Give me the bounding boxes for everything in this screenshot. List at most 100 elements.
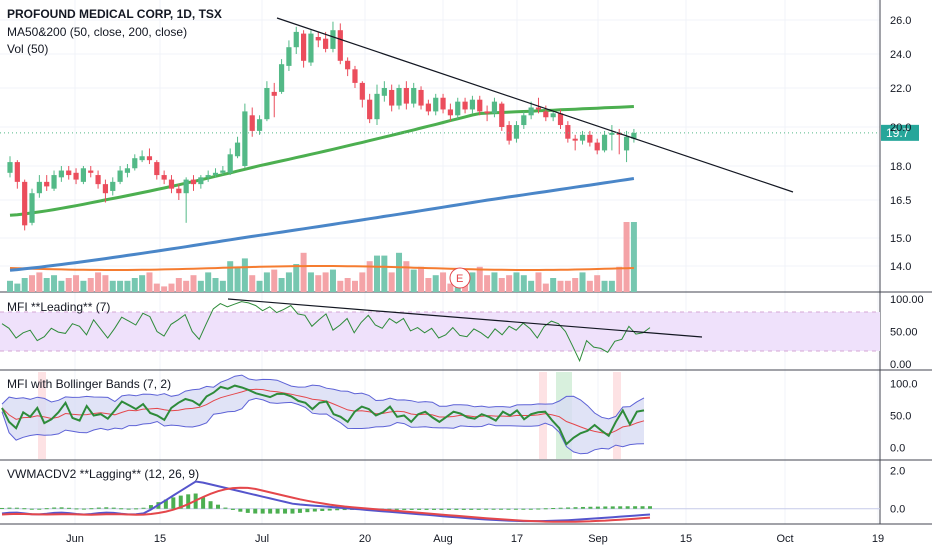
volume-bar-83 <box>616 266 623 292</box>
bb-basis-line <box>1 388 645 435</box>
volume-bar-43 <box>322 272 329 292</box>
bb-lower-line <box>1 397 645 455</box>
price-tick-6: 15.0 <box>890 233 911 245</box>
volume-bar-4 <box>36 272 43 292</box>
macd-hist-bar-43 <box>320 508 325 512</box>
volume-bar-33 <box>249 275 256 292</box>
macd-hist-bar-56 <box>417 508 422 510</box>
macd-hist-bar-67 <box>499 508 504 510</box>
candle-body-63 <box>469 99 476 110</box>
candle-body-42 <box>315 37 321 41</box>
volume-bar-44 <box>329 269 336 292</box>
volume-bar-69 <box>513 272 520 292</box>
candle-body-45 <box>337 30 343 61</box>
volume-bar-18 <box>139 275 146 292</box>
macd-tick-0: 2.0 <box>890 466 905 478</box>
macd-hist-bar-20 <box>148 505 153 509</box>
macd-hist-bar-18 <box>134 508 139 510</box>
candle-body-4 <box>36 181 42 194</box>
candle-body-29 <box>220 170 226 173</box>
candle-body-70 <box>521 115 527 126</box>
time-tick-6: Sep <box>588 533 608 545</box>
macd-hist-bar-9 <box>67 507 72 509</box>
volume-bar-40 <box>300 252 307 292</box>
macd-hist-bar-32 <box>238 508 243 512</box>
volume-bar-71 <box>528 280 535 292</box>
macd-hist-bar-65 <box>484 508 489 510</box>
ma200-line <box>9 177 635 272</box>
volume-bar-7 <box>58 280 65 292</box>
volume-bar-27 <box>205 272 212 292</box>
volume-bar-80 <box>594 275 601 292</box>
volume-bar-63 <box>469 272 476 292</box>
price-tick-7: 14.0 <box>890 261 911 273</box>
volume-bar-38 <box>285 272 292 292</box>
candle-body-78 <box>579 134 586 141</box>
candle-body-18 <box>139 156 145 161</box>
volume-bar-26 <box>197 280 204 292</box>
macd-hist-bar-61 <box>454 508 459 510</box>
price-tick-4: 18.0 <box>890 161 911 173</box>
volume-bar-78 <box>579 272 586 292</box>
macd-hist-bar-87 <box>648 506 652 509</box>
candle-body-66 <box>491 101 498 114</box>
candle-body-9 <box>73 172 79 180</box>
candle-body-72 <box>535 107 542 110</box>
candle-body-2 <box>22 181 28 226</box>
volume-bar-55 <box>410 269 417 292</box>
candle-body-36 <box>271 91 277 96</box>
volume-bar-49 <box>366 261 373 292</box>
volume-bar-19 <box>146 272 153 292</box>
volume-bar-73 <box>542 283 549 292</box>
candle-body-27 <box>205 175 211 178</box>
macd-hist-bar-39 <box>290 508 295 514</box>
vol-legend: Vol (50) <box>7 42 49 56</box>
candle-body-65 <box>484 111 490 114</box>
volume-bar-36 <box>271 269 278 292</box>
macd-hist-bar-15 <box>111 507 116 509</box>
macd-hist-bar-16 <box>119 508 124 510</box>
macd-hist-bar-42 <box>312 508 317 512</box>
volume-bar-81 <box>601 280 608 292</box>
candle-body-11 <box>88 170 94 173</box>
candle-body-46 <box>345 60 351 70</box>
volume-bar-76 <box>564 280 571 292</box>
candle-body-68 <box>506 125 512 141</box>
volume-bar-65 <box>484 275 491 292</box>
macd-hist-bar-41 <box>305 508 310 513</box>
macd-hist-bar-1 <box>7 507 12 509</box>
volume-bar-74 <box>550 278 557 292</box>
volume-bar-53 <box>396 252 403 292</box>
macd-hist-bar-7 <box>52 507 57 509</box>
volume-bar-3 <box>29 275 36 292</box>
macd-hist-bar-6 <box>44 508 49 510</box>
volume-bar-30 <box>227 261 234 292</box>
macd-hist-bar-66 <box>491 508 496 510</box>
macd-hist-bar-29 <box>216 504 220 509</box>
bb-tick-2: 0.0 <box>890 442 905 454</box>
candle-body-59 <box>440 97 446 110</box>
mfi-tick-1: 50.00 <box>890 327 918 339</box>
volume-bar-75 <box>557 280 564 292</box>
candle-body-40 <box>301 33 307 61</box>
volume-bar-41 <box>307 272 314 292</box>
macd-hist-bar-57 <box>424 508 429 510</box>
candle-body-28 <box>212 172 219 176</box>
macd-hist-bar-38 <box>283 508 288 514</box>
candle-body-80 <box>594 142 600 151</box>
volume-bar-54 <box>403 261 410 292</box>
macd-hist-bar-0 <box>0 507 4 509</box>
candle-body-75 <box>557 113 564 126</box>
macd-hist-bar-85 <box>633 506 638 509</box>
candle-body-81 <box>601 134 608 151</box>
candle-body-16 <box>124 168 131 173</box>
macd-hist-bar-53 <box>394 508 399 510</box>
volume-bar-37 <box>278 278 285 292</box>
price-tick-0: 26.0 <box>890 15 911 27</box>
vwmacd-label: VWMACDV2 **Lagging** (12, 26, 9) <box>7 467 200 481</box>
macd-hist-bar-68 <box>506 508 511 510</box>
macd-hist-bar-46 <box>342 508 347 511</box>
volume-bar-0 <box>7 280 13 292</box>
candle-body-41 <box>308 33 314 63</box>
volume-bar-39 <box>293 264 300 292</box>
